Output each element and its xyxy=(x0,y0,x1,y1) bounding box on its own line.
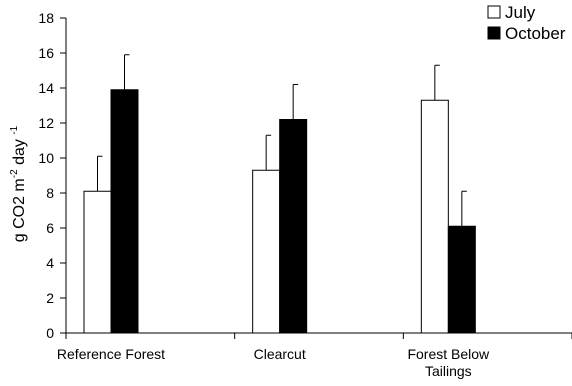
y-tick-label: 14 xyxy=(38,80,54,96)
y-tick-label: 4 xyxy=(46,255,54,271)
y-axis: 0 2 4 6 8 10 12 14 16 18 xyxy=(38,10,67,341)
y-axis-title-text: g CO2 m xyxy=(11,178,28,242)
bar-july xyxy=(420,99,449,334)
x-category-label: Reference Forest xyxy=(57,346,165,362)
legend-label-october: October xyxy=(505,24,566,43)
bar-july xyxy=(83,190,112,334)
y-axis-title-superscript: -2 xyxy=(9,169,20,178)
x-category-label: Forest Below xyxy=(407,346,490,362)
bar-october xyxy=(279,119,308,334)
legend: July October xyxy=(487,3,566,43)
y-tick-label: 18 xyxy=(38,10,54,26)
y-tick-label: 8 xyxy=(46,185,54,201)
legend-label-july: July xyxy=(505,3,536,22)
y-tick-label: 12 xyxy=(38,115,54,131)
y-tick-label: 6 xyxy=(46,220,54,236)
y-tick-label: 2 xyxy=(46,290,54,306)
legend-swatch-july xyxy=(487,5,501,19)
bar-october xyxy=(447,225,476,334)
y-axis-title-superscript: -1 xyxy=(9,125,20,134)
bar-october xyxy=(110,89,139,334)
y-axis-title-text: day xyxy=(11,135,28,170)
bar-july xyxy=(252,169,281,334)
x-axis: Reference Forest Clearcut Forest BelowTail… xyxy=(57,332,572,379)
legend-swatch-october xyxy=(487,26,501,40)
x-category-label: Clearcut xyxy=(254,346,306,362)
y-tick-label: 10 xyxy=(38,150,54,166)
y-axis-title: g CO2 m-2 day -1 xyxy=(9,125,28,242)
y-tick-label: 0 xyxy=(46,325,54,341)
bars xyxy=(83,54,476,334)
x-category-label: Tailings xyxy=(425,363,472,379)
y-tick-label: 16 xyxy=(38,45,54,61)
